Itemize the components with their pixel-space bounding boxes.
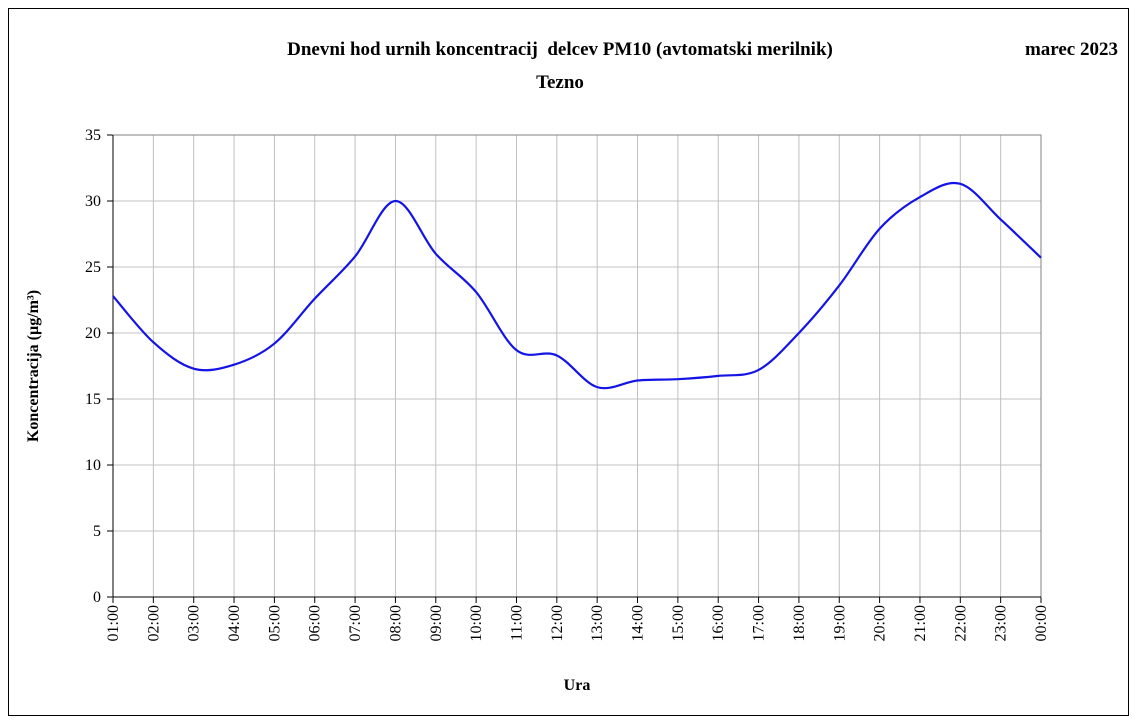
x-tick-label: 03:00 xyxy=(186,605,203,641)
chart-title: Dnevni hod urnih koncentracij delcev PM1… xyxy=(287,39,833,60)
x-tick-label: 07:00 xyxy=(347,605,364,641)
x-tick-label: 08:00 xyxy=(387,605,404,641)
x-tick-label: 23:00 xyxy=(993,605,1010,641)
x-tick-label: 19:00 xyxy=(831,605,848,641)
y-tick-label: 10 xyxy=(85,457,101,474)
chart-subtitle: Tezno xyxy=(536,72,584,93)
x-tick-label: 05:00 xyxy=(266,605,283,641)
x-tick-label: 13:00 xyxy=(589,605,606,641)
x-tick-label: 04:00 xyxy=(226,605,243,641)
x-tick-label: 00:00 xyxy=(1033,605,1050,641)
x-tick-label: 06:00 xyxy=(307,605,324,641)
x-tick-label: 15:00 xyxy=(670,605,687,641)
y-tick-label: 0 xyxy=(93,589,101,606)
x-tick-label: 16:00 xyxy=(710,605,727,641)
x-tick-label: 18:00 xyxy=(791,605,808,641)
x-tick-label: 21:00 xyxy=(912,605,929,641)
x-tick-label: 22:00 xyxy=(952,605,969,641)
x-tick-label: 20:00 xyxy=(872,605,889,641)
y-tick-label: 30 xyxy=(85,193,101,210)
x-axis-title: Ura xyxy=(564,677,591,694)
x-tick-label: 02:00 xyxy=(145,605,162,641)
x-tick-label: 09:00 xyxy=(428,605,445,641)
x-tick-label: 17:00 xyxy=(751,605,768,641)
y-tick-label: 5 xyxy=(93,523,101,540)
x-tick-label: 12:00 xyxy=(549,605,566,641)
chart-period: marec 2023 xyxy=(1025,39,1118,60)
x-tick-label: 11:00 xyxy=(508,605,525,641)
y-tick-label: 15 xyxy=(85,391,101,408)
data-line xyxy=(112,181,1042,390)
y-tick-label: 25 xyxy=(85,259,101,276)
x-tick-label: 01:00 xyxy=(105,605,122,641)
x-tick-label: 14:00 xyxy=(630,605,647,641)
y-axis-title: Koncentracija (µg/m³) xyxy=(25,290,42,442)
plot-area xyxy=(113,135,1041,597)
y-tick-label: 20 xyxy=(85,325,101,342)
x-tick-label: 10:00 xyxy=(468,605,485,641)
y-tick-label: 35 xyxy=(85,127,101,144)
